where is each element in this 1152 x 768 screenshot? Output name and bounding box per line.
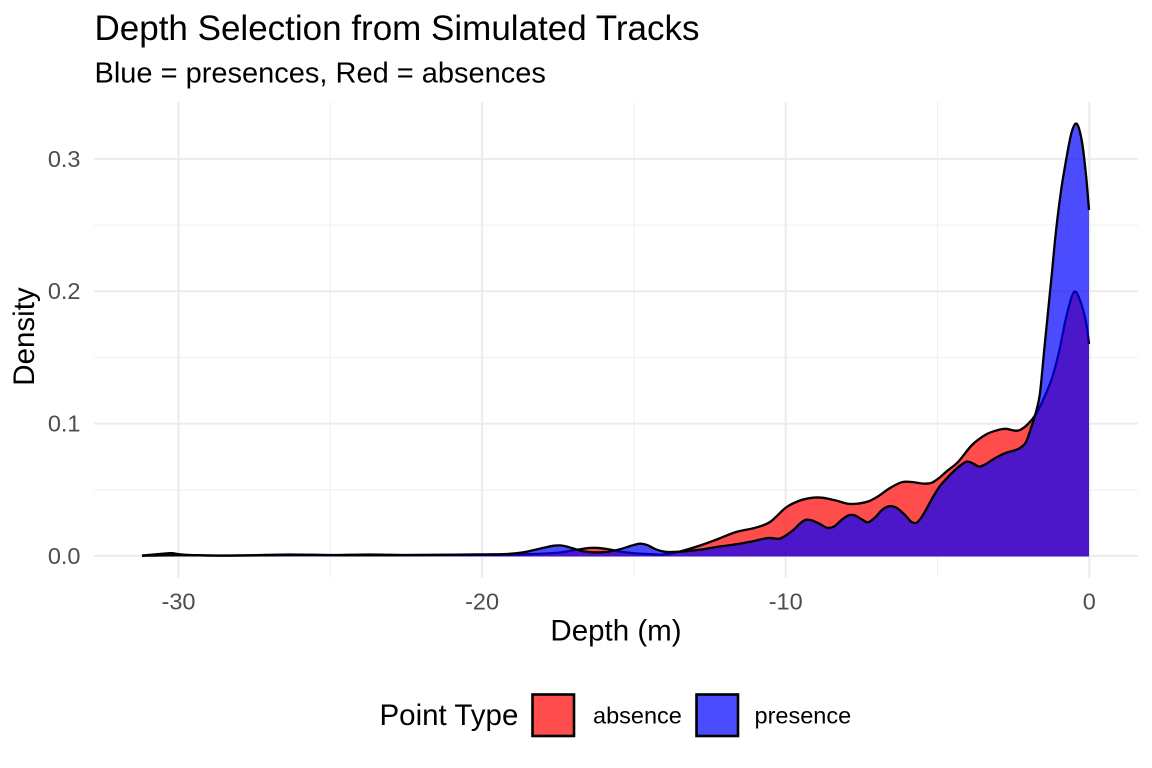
svg-text:Blue = presences, Red = absenc: Blue = presences, Red = absences xyxy=(95,58,546,90)
svg-text:0.1: 0.1 xyxy=(48,411,81,437)
svg-text:Depth (m): Depth (m) xyxy=(550,615,681,648)
svg-text:Depth Selection from Simulated: Depth Selection from Simulated Tracks xyxy=(95,9,700,48)
svg-text:absence: absence xyxy=(593,703,682,729)
svg-text:0.2: 0.2 xyxy=(48,278,81,304)
svg-text:0.3: 0.3 xyxy=(48,146,81,172)
svg-text:-10: -10 xyxy=(769,589,803,615)
svg-text:presence: presence xyxy=(755,703,852,729)
svg-text:-20: -20 xyxy=(465,589,499,615)
svg-text:-30: -30 xyxy=(162,589,196,615)
svg-text:0.0: 0.0 xyxy=(48,543,81,569)
svg-text:0: 0 xyxy=(1083,589,1096,615)
svg-text:Point Type: Point Type xyxy=(380,699,519,732)
svg-text:Density: Density xyxy=(8,287,41,386)
